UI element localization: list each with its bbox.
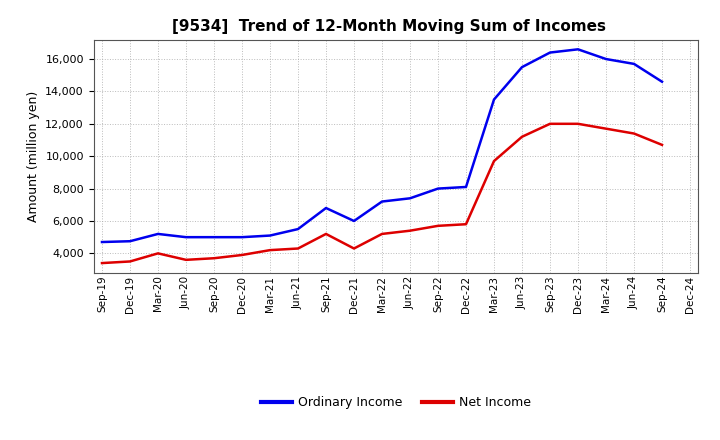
Text: [9534]  Trend of 12-Month Moving Sum of Incomes: [9534] Trend of 12-Month Moving Sum of I… — [172, 19, 606, 34]
Net Income — [657, 142, 666, 147]
Net Income — [602, 126, 611, 131]
Ordinary Income — [602, 56, 611, 62]
Net Income — [350, 246, 359, 251]
Ordinary Income — [657, 79, 666, 84]
Net Income — [546, 121, 554, 126]
Net Income — [210, 256, 218, 261]
Net Income — [574, 121, 582, 126]
Ordinary Income — [294, 227, 302, 232]
Line: Ordinary Income: Ordinary Income — [102, 49, 662, 242]
Ordinary Income — [462, 184, 470, 190]
Ordinary Income — [98, 239, 107, 245]
Ordinary Income — [266, 233, 274, 238]
Net Income — [462, 222, 470, 227]
Ordinary Income — [630, 61, 639, 66]
Net Income — [490, 158, 498, 164]
Net Income — [153, 251, 162, 256]
Net Income — [518, 134, 526, 139]
Ordinary Income — [490, 97, 498, 102]
Ordinary Income — [210, 235, 218, 240]
Net Income — [322, 231, 330, 237]
Ordinary Income — [181, 235, 190, 240]
Ordinary Income — [574, 47, 582, 52]
Net Income — [238, 253, 246, 258]
Ordinary Income — [518, 65, 526, 70]
Ordinary Income — [350, 218, 359, 224]
Net Income — [98, 260, 107, 266]
Ordinary Income — [433, 186, 442, 191]
Ordinary Income — [153, 231, 162, 237]
Ordinary Income — [405, 196, 414, 201]
Line: Net Income: Net Income — [102, 124, 662, 263]
Net Income — [266, 247, 274, 253]
Y-axis label: Amount (million yen): Amount (million yen) — [27, 91, 40, 222]
Ordinary Income — [126, 238, 135, 244]
Ordinary Income — [378, 199, 387, 204]
Ordinary Income — [546, 50, 554, 55]
Net Income — [630, 131, 639, 136]
Ordinary Income — [238, 235, 246, 240]
Legend: Ordinary Income, Net Income: Ordinary Income, Net Income — [256, 391, 536, 414]
Net Income — [433, 223, 442, 228]
Net Income — [181, 257, 190, 263]
Ordinary Income — [322, 205, 330, 211]
Net Income — [378, 231, 387, 237]
Net Income — [126, 259, 135, 264]
Net Income — [405, 228, 414, 233]
Net Income — [294, 246, 302, 251]
